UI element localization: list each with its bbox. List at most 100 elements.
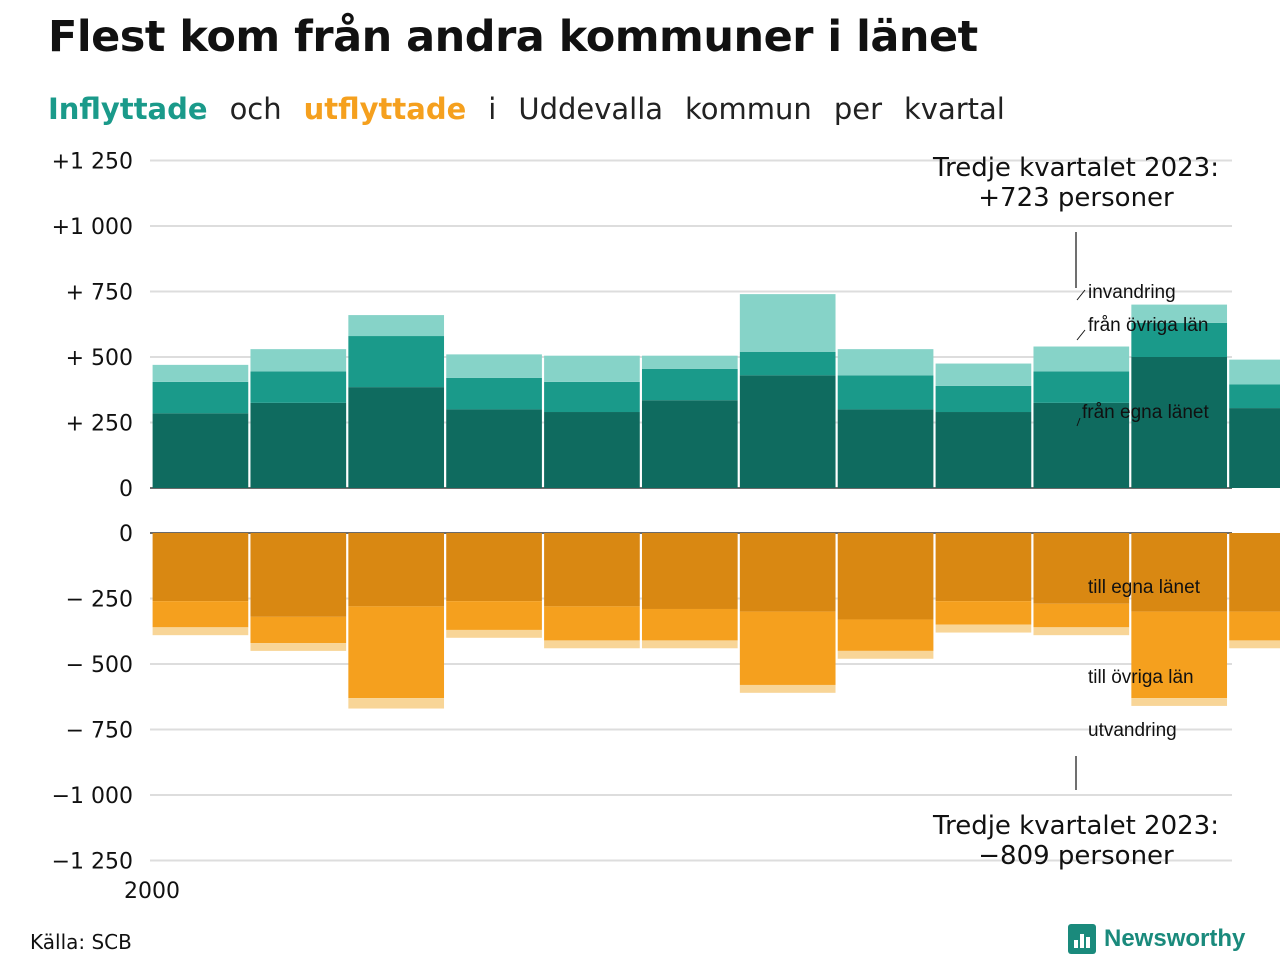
- bar-out-2: [446, 629, 542, 638]
- bar-in-1: [641, 368, 738, 401]
- bar-out-1: [641, 608, 738, 641]
- bar-out-2: [1033, 627, 1130, 636]
- bar-in-1: [348, 336, 445, 388]
- bar-in-1: [739, 351, 836, 376]
- bar-in-0: [1229, 408, 1280, 488]
- bar-out-1: [1131, 611, 1228, 699]
- bar-out-1: [446, 601, 542, 630]
- bar-in-0: [446, 409, 542, 488]
- bar-in-1: [1131, 322, 1228, 357]
- series-label-out: till egna länet: [1088, 577, 1201, 598]
- bar-in-1: [152, 381, 249, 414]
- y-tick-label: + 500: [66, 346, 133, 371]
- bar-out-0: [152, 533, 249, 602]
- bar-in-0: [250, 402, 347, 488]
- newsworthy-logo: Newsworthy: [1068, 924, 1245, 954]
- y-tick-label: + 750: [66, 281, 133, 306]
- bar-in-2: [837, 349, 934, 376]
- subtitle-utflyttade: utflyttade: [303, 92, 467, 126]
- bar-out-1: [544, 606, 640, 641]
- subtitle-kvartal: kvartal: [904, 92, 1005, 126]
- bar-out-1: [739, 611, 836, 685]
- bar-out-0: [837, 533, 934, 620]
- bar-out-2: [935, 624, 1032, 633]
- bar-in-0: [1033, 402, 1130, 488]
- x-tick-label: 2000: [124, 879, 180, 904]
- bar-out-0: [1229, 533, 1280, 612]
- bar-in-1: [544, 381, 640, 413]
- bar-out-0: [1131, 533, 1228, 612]
- bar-out-2: [1229, 640, 1280, 649]
- newsworthy-icon: [1068, 924, 1096, 954]
- subtitle-och: och: [229, 92, 282, 126]
- bar-in-2: [641, 355, 738, 369]
- bar-out-1: [1033, 603, 1130, 628]
- chart-subtitle: Inflyttade och utflyttade i Uddevalla kommun p…: [48, 92, 1027, 126]
- bar-out-1: [152, 601, 249, 628]
- bar-out-1: [935, 601, 1032, 625]
- series-label-in: från övriga län: [1088, 315, 1208, 336]
- subtitle-kommun: kommun: [685, 92, 812, 126]
- annotation-bottom-line: −809 personer: [978, 841, 1174, 871]
- chart-title: Flest kom från andra kommuner i länet: [48, 12, 978, 62]
- y-tick-label: − 500: [66, 653, 133, 678]
- bar-in-2: [935, 363, 1032, 386]
- label-leader: [1076, 289, 1086, 301]
- y-tick-label: +1 000: [52, 215, 133, 240]
- bar-in-2: [152, 364, 249, 382]
- bar-in-2: [1131, 304, 1228, 323]
- bar-out-0: [348, 533, 445, 607]
- bar-in-2: [250, 349, 347, 372]
- y-tick-label: + 250: [66, 412, 133, 437]
- bar-in-0: [544, 412, 640, 488]
- label-leader: [1076, 329, 1086, 341]
- bar-in-1: [837, 375, 934, 410]
- y-tick-label: 0: [119, 477, 133, 502]
- bar-in-0: [1131, 357, 1228, 488]
- y-tick-label: −1 250: [52, 850, 133, 875]
- bar-out-2: [348, 698, 445, 709]
- bar-in-2: [1033, 346, 1130, 372]
- bar-in-0: [348, 387, 445, 488]
- bar-out-0: [1033, 533, 1130, 604]
- bar-out-0: [446, 533, 542, 602]
- bar-in-1: [1229, 384, 1280, 409]
- y-tick-label: 0: [119, 522, 133, 547]
- bar-in-2: [1229, 359, 1280, 385]
- bar-in-1: [1033, 371, 1130, 403]
- bar-in-0: [739, 375, 836, 488]
- bar-in-1: [446, 377, 542, 410]
- bar-in-0: [935, 412, 1032, 488]
- bar-out-2: [152, 627, 249, 636]
- subtitle-inflyttade: Inflyttade: [48, 92, 208, 126]
- bar-in-1: [935, 385, 1032, 413]
- bar-out-2: [1131, 698, 1228, 706]
- bar-in-0: [152, 413, 249, 488]
- bar-out-0: [641, 533, 738, 609]
- bar-out-1: [837, 619, 934, 651]
- bar-in-0: [641, 400, 738, 488]
- bar-in-2: [446, 354, 542, 378]
- bar-out-1: [348, 606, 445, 699]
- bar-in-2: [348, 315, 445, 337]
- bar-out-2: [739, 684, 836, 693]
- bar-out-1: [1229, 611, 1280, 641]
- bar-out-2: [837, 650, 934, 659]
- bar-out-1: [250, 616, 347, 644]
- subtitle-i: i: [488, 92, 497, 126]
- bar-out-2: [544, 640, 640, 649]
- bar-out-0: [250, 533, 347, 617]
- series-label-out: till övriga län: [1088, 667, 1194, 688]
- bar-in-1: [250, 371, 347, 403]
- bar-out-0: [544, 533, 640, 607]
- y-tick-label: − 250: [66, 588, 133, 613]
- bar-in-2: [544, 355, 640, 382]
- bar-out-2: [250, 643, 347, 651]
- annotation-bottom-line: Tredje kvartalet 2023:: [932, 811, 1219, 841]
- y-tick-label: +1 250: [52, 150, 133, 175]
- bar-in-0: [837, 409, 934, 488]
- y-tick-label: −1 000: [52, 784, 133, 809]
- series-label-in: från egna länet: [1082, 402, 1209, 423]
- label-leader: [1076, 417, 1081, 427]
